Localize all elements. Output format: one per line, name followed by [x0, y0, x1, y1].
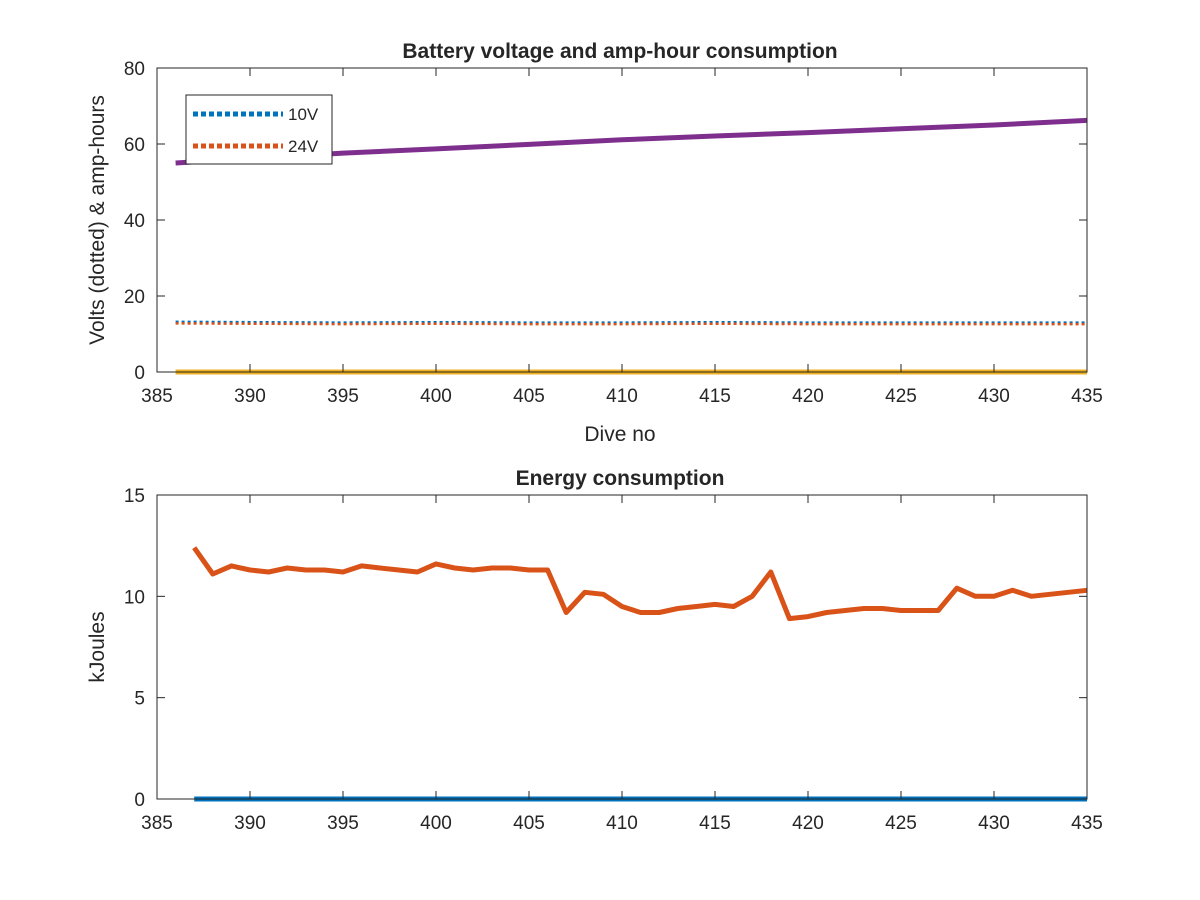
x-tick-label: 425: [885, 813, 917, 834]
series-line-0: [175, 320, 1087, 324]
legend: 10V 24V: [185, 94, 333, 165]
y-tick-label: 0: [134, 790, 145, 811]
x-tick-label: 410: [606, 386, 638, 407]
series-line-0: [192, 546, 1088, 622]
y-tick-label: 20: [124, 287, 145, 308]
legend-label-10v: 10V: [288, 105, 319, 124]
x-tick-label: 395: [327, 813, 359, 834]
x-tick-label: 415: [699, 813, 731, 834]
y-tick-label: 0: [134, 363, 145, 384]
legend-box: [185, 94, 333, 165]
chart-title: Battery voltage and amp-hour consumption: [402, 40, 837, 63]
y-tick-label: 40: [124, 211, 145, 232]
x-tick-label: 415: [699, 386, 731, 407]
x-tick-label: 420: [792, 386, 824, 407]
y-axis-label: Volts (dotted) & amp-hours: [86, 95, 109, 345]
y-tick-label: 60: [124, 135, 145, 156]
x-tick-label: 435: [1071, 813, 1103, 834]
series-line-1: [175, 322, 1087, 326]
series-layer: [192, 546, 1088, 802]
x-tick-label: 420: [792, 813, 824, 834]
series-line-3: [175, 117, 1088, 166]
energy-consumption-chart: Energy consumption 385 390 395 400 405 410 415…: [86, 467, 1103, 834]
x-tick-label: 425: [885, 386, 917, 407]
y-tick-label: 10: [124, 587, 145, 608]
x-tick-label: 395: [327, 386, 359, 407]
axes-box: [156, 494, 1088, 800]
x-tick-label: 430: [978, 386, 1010, 407]
ticks-layer: 385 390 395 400 405 410 415 420 425 430 435 0 5 10 15: [124, 486, 1103, 834]
ticks-layer: 385 390 395 400 405 410 415 420 425 430 435 0 20 40 60…: [124, 59, 1103, 407]
chart-title: Energy consumption: [516, 467, 725, 490]
x-tick-label: 435: [1071, 386, 1103, 407]
x-tick-label: 385: [141, 386, 173, 407]
y-tick-label: 5: [134, 689, 145, 710]
y-tick-label: 15: [124, 486, 145, 507]
legend-label-24v: 24V: [288, 137, 319, 156]
x-tick-label: 385: [141, 813, 173, 834]
y-axis-label: kJoules: [86, 611, 109, 682]
x-tick-label: 405: [513, 813, 545, 834]
x-tick-label: 400: [420, 386, 452, 407]
y-tick-label: 80: [124, 59, 145, 80]
x-tick-label: 400: [420, 813, 452, 834]
x-axis-label: Dive no: [584, 423, 655, 446]
x-tick-label: 430: [978, 813, 1010, 834]
x-tick-label: 405: [513, 386, 545, 407]
x-tick-label: 390: [234, 386, 266, 407]
x-tick-label: 390: [234, 813, 266, 834]
x-tick-label: 410: [606, 813, 638, 834]
voltage-amp-hour-chart: Battery voltage and amp-hour consumption…: [86, 40, 1103, 446]
